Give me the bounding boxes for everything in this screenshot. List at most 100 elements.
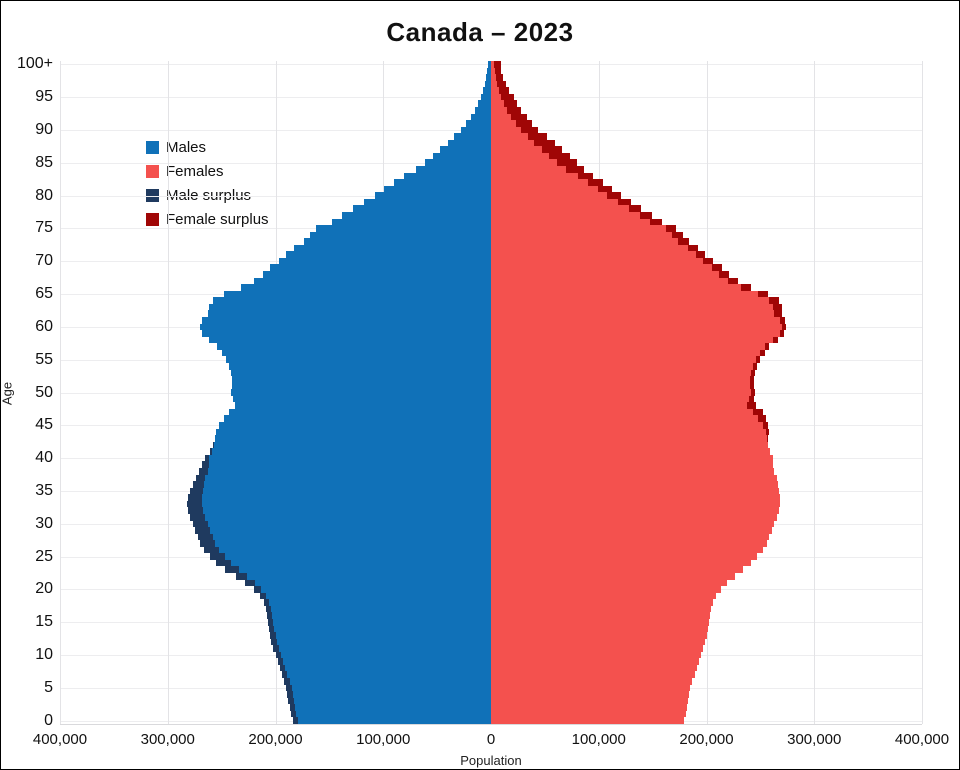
female-bar [491,146,542,153]
male-bar [278,645,491,652]
legend-label: Females [166,162,224,180]
female-bar [491,113,512,121]
male-bar [403,172,491,180]
x-tick-label: 300,000 [140,731,195,748]
male-bar [470,113,491,121]
y-axis-title: Age [0,381,15,406]
male-bar [454,133,491,140]
male-bar [232,376,491,383]
female-bar [491,80,498,88]
male-bar [432,152,491,160]
male-bar [291,684,491,692]
female-bar [491,704,688,711]
vertical-gridline [922,61,923,724]
male-bar [208,336,491,344]
male-bar [286,251,491,258]
female-surplus-bar [491,61,501,68]
x-tick-label: 400,000 [32,731,88,748]
male-bar [285,664,491,672]
male-bar [219,546,491,554]
male-bar [211,448,491,455]
female-bar [491,454,774,462]
female-bar [491,139,535,147]
legend-item-females: Females [146,159,269,183]
female-bar [491,343,765,350]
female-bar [491,356,757,363]
male-bar [262,271,491,278]
male-bar [202,500,491,508]
female-bar [491,520,775,528]
female-bar [491,592,717,600]
female-bar [491,566,744,574]
male-bar [203,487,491,495]
male-bar [207,520,491,528]
female-bar [491,284,741,291]
legend: Males Females Male surplus Female surplus [146,135,269,231]
male-bar [440,146,491,153]
male-bar [331,218,491,226]
female-bar [491,671,695,679]
female-bar [491,336,774,344]
x-tick-label: 400,000 [894,731,950,748]
male-bar [203,507,491,514]
male-bar [234,402,491,409]
female-bar [491,74,496,81]
female-bar [491,376,750,383]
female-bar [491,435,767,442]
female-bar [491,605,711,613]
y-tick-label: 25 [35,547,53,565]
male-bar [272,612,491,619]
x-tick-label: 100,000 [571,731,626,748]
male_surplus-swatch-icon [146,188,159,202]
male-bar [217,343,491,350]
female-bar [491,120,516,127]
y-tick-label: 5 [44,678,53,696]
female-surplus-bar [491,67,501,75]
male-bar [255,579,491,587]
male-bar [225,356,491,363]
male-bar [233,395,491,403]
male-bar [394,179,491,186]
male-bar [231,389,491,396]
male-bar [353,205,491,212]
vertical-gridline [60,61,61,724]
male-bar [363,198,491,206]
male-bar [425,159,491,167]
male-bar [238,566,491,574]
male-bar [292,691,491,698]
male-bar [293,697,491,705]
male-bar [295,710,491,718]
male-bar [202,317,491,324]
male-bar [214,441,491,449]
female-bar [491,691,690,698]
male-bar [487,61,491,68]
female-bar [491,586,721,593]
female-bar [491,467,775,475]
female-bar [491,330,780,337]
x-tick-label: 0 [486,731,496,748]
male-bar [219,422,491,429]
female-bar [491,205,629,212]
y-tick-label: 15 [35,613,53,631]
female-bar [491,645,704,652]
male-bar [241,284,491,291]
male-bar [223,415,491,423]
y-tick-label: 10 [35,646,53,664]
female-bar [491,362,753,370]
female-bar [491,303,774,311]
male-bar [207,467,491,475]
female-bar [491,651,702,659]
y-tick-label: 80 [35,186,53,204]
female-bar [491,553,758,560]
male-bar [487,67,491,75]
y-tick-label: 45 [35,416,53,434]
female-bar [491,349,761,357]
female-bar [491,546,763,554]
male-bar [215,540,491,547]
female-bar [491,231,673,239]
x-tick-label: 200,000 [679,731,734,748]
male-bar [247,573,491,580]
female-bar [491,625,708,633]
female-bar [491,395,749,403]
male-bar [208,461,491,468]
